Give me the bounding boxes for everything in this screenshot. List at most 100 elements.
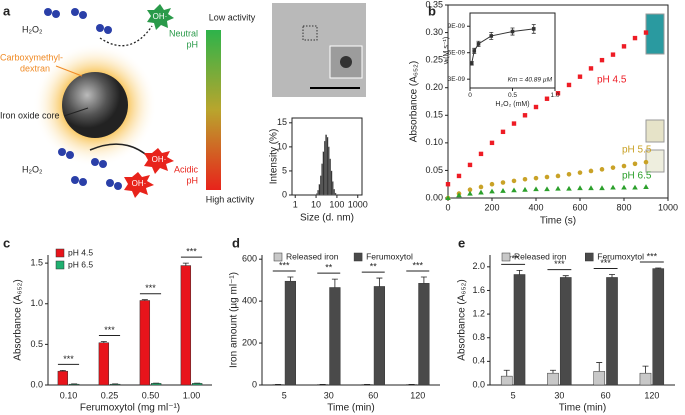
x-axis-label: Ferumoxytol (mg ml⁻¹) (80, 403, 180, 414)
marker (478, 151, 484, 157)
marker (511, 187, 517, 193)
bar (547, 372, 559, 386)
legend-label: Released iron (286, 251, 339, 261)
panel-label: a (3, 3, 11, 18)
significance: *** (145, 283, 156, 293)
marker (555, 91, 561, 96)
fit-curve (471, 28, 534, 64)
error-bar (141, 299, 148, 301)
marker (445, 182, 451, 187)
hist-bar (331, 181, 334, 196)
shell-label: Carboxymethyl- (0, 52, 63, 62)
x-tick-label: 30 (554, 390, 564, 400)
y-axis-label: v (M s⁻¹) (443, 37, 450, 64)
marker (467, 190, 473, 196)
low-activity: Low activity (209, 12, 256, 22)
y-tick-label: 10 (277, 141, 287, 151)
marker (599, 167, 605, 172)
legend-swatch (353, 252, 363, 262)
h2o2-label: H₂O₂ (22, 24, 43, 34)
y-tick-label: 2.0 (472, 261, 485, 271)
hist-bar (319, 175, 322, 196)
marker (588, 168, 594, 174)
schematic: H₂O₂ OH· Carboxymethyl- dextran Iron oxi… (0, 3, 665, 204)
marker (478, 189, 484, 195)
marker (544, 174, 550, 180)
marker (489, 188, 495, 194)
annotation: Km = 40.89 µM (508, 77, 553, 84)
x-tick-label: 60 (368, 390, 378, 400)
marker (566, 171, 572, 177)
y-tick-label: 0 (282, 189, 287, 199)
bar (500, 375, 513, 386)
error-bar (420, 276, 427, 284)
significance: *** (647, 251, 658, 261)
shell-label: dextran (20, 63, 50, 73)
bar (652, 268, 665, 386)
error-bar (331, 278, 338, 288)
y-tick-label: 0.8 (472, 332, 485, 342)
neutral-ph: Neutral (169, 28, 198, 38)
hist-bar (325, 134, 327, 196)
legend-swatch (55, 260, 65, 270)
marker (533, 175, 539, 181)
oh-burst (147, 4, 174, 30)
y-tick-label: 0.00 (425, 192, 443, 202)
marker (643, 184, 649, 189)
error-bar (376, 277, 383, 287)
error-bar (655, 267, 662, 269)
marker (445, 195, 451, 200)
marker (511, 121, 517, 126)
legend-label: Ferumoxytol (597, 251, 644, 261)
marker (467, 187, 473, 193)
x-tick-label: 1 (293, 199, 298, 209)
oh-label: OH· (153, 12, 168, 21)
marker (533, 104, 539, 110)
marker (522, 186, 528, 192)
tem-particle (340, 56, 352, 68)
series-label: pH 4.5 (597, 75, 627, 86)
error-bar (503, 369, 510, 377)
x-axis-label: Size (d. nm) (300, 213, 354, 224)
marker (621, 44, 627, 49)
x-axis-label: Time (min) (559, 403, 606, 414)
high-activity: High activity (206, 194, 255, 204)
marker (555, 173, 561, 179)
y-tick-label: 400 (242, 296, 257, 306)
error-bar (596, 362, 603, 372)
y-tick-label: 0.10 (425, 137, 443, 147)
legend-label: pH 4.5 (68, 247, 93, 257)
significance: *** (279, 260, 290, 270)
x-tick-label: 1000 (348, 199, 368, 209)
x-tick-label: 400 (528, 202, 543, 212)
acidic-ph: Acidic (174, 164, 199, 174)
x-axis-label: Time (min) (327, 403, 374, 414)
x-axis-label: H₂O₂ (mM) (495, 101, 529, 108)
x-tick-label: 5 (511, 390, 516, 400)
hist-bar (330, 170, 333, 196)
y-tick-label: 0.25 (425, 55, 443, 65)
y-tick-label: 1.0 (30, 298, 43, 308)
molecules-bottom (58, 148, 122, 190)
marker (500, 129, 506, 135)
x-tick-label: 5 (282, 390, 287, 400)
marker (544, 186, 550, 192)
x-tick-label: 120 (644, 390, 659, 400)
hist-bar (316, 193, 318, 196)
hist-bar (329, 158, 331, 196)
marker (469, 61, 474, 66)
hist-bar (317, 190, 319, 196)
significance: *** (104, 325, 115, 335)
error-bar (562, 275, 569, 278)
marker (643, 159, 649, 165)
bar (329, 287, 341, 386)
hist-bar (333, 189, 335, 196)
bar (139, 300, 151, 386)
legend-swatch (55, 248, 65, 258)
y-tick-label: 3E-09 (448, 76, 466, 83)
x-tick-label: 0.25 (101, 390, 119, 400)
legend-label: Released iron (514, 251, 567, 261)
marker (456, 192, 462, 198)
series-label: pH 5.5 (622, 145, 652, 156)
